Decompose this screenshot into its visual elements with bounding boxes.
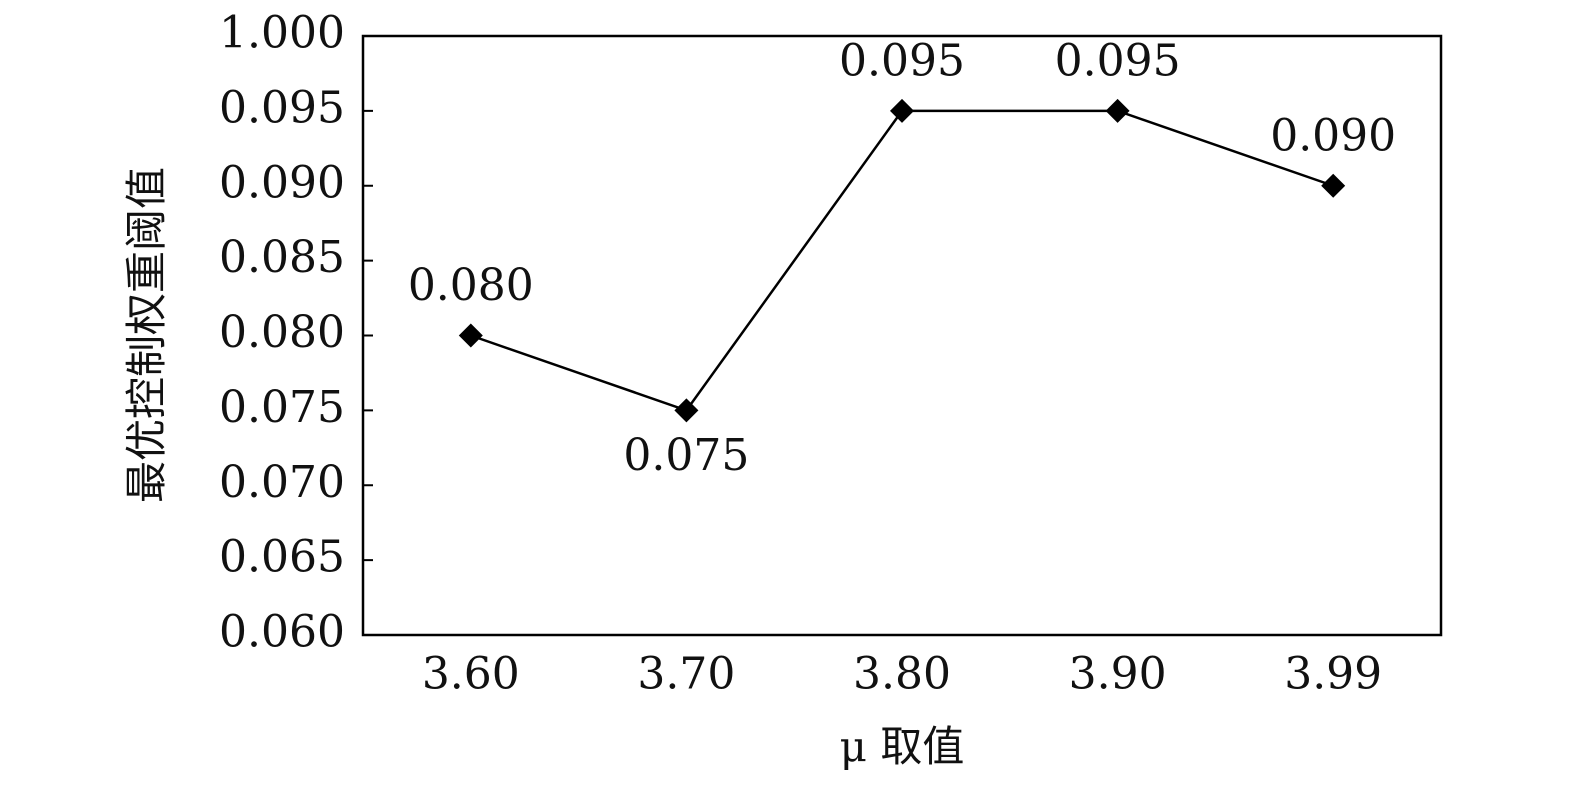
- data-label: 0.095: [1055, 35, 1181, 86]
- y-tick-label: 0.075: [219, 382, 345, 433]
- y-axis-title: 最优控制权重阈值: [122, 167, 171, 503]
- x-tick-label: 3.60: [422, 649, 520, 700]
- y-tick-label: 1.000: [219, 8, 345, 59]
- marker: [1321, 173, 1346, 198]
- x-tick-label: 3.99: [1284, 649, 1382, 700]
- y-tick-label: 0.095: [219, 82, 345, 133]
- data-label: 0.090: [1270, 110, 1396, 161]
- x-axis-title: μ 取值: [840, 722, 965, 771]
- data-label: 0.080: [408, 260, 534, 311]
- y-tick-label: 0.065: [219, 532, 345, 583]
- marker: [458, 323, 483, 348]
- y-tick-label: 0.060: [219, 607, 345, 658]
- line: [470, 109, 1334, 412]
- data-label: 0.075: [623, 430, 749, 481]
- y-tick-label: 0.090: [219, 157, 345, 208]
- x-tick-label: 3.90: [1069, 649, 1167, 700]
- y-tick-label: 0.085: [219, 232, 345, 283]
- marker: [674, 398, 699, 423]
- marker: [890, 98, 914, 123]
- y-tick-label: 0.070: [219, 457, 345, 508]
- data-label: 0.095: [839, 35, 965, 86]
- x-tick-label: 3.80: [853, 649, 951, 700]
- x-tick-label: 3.70: [637, 649, 735, 700]
- y-tick-label: 0.080: [219, 307, 345, 358]
- marker: [1105, 98, 1130, 123]
